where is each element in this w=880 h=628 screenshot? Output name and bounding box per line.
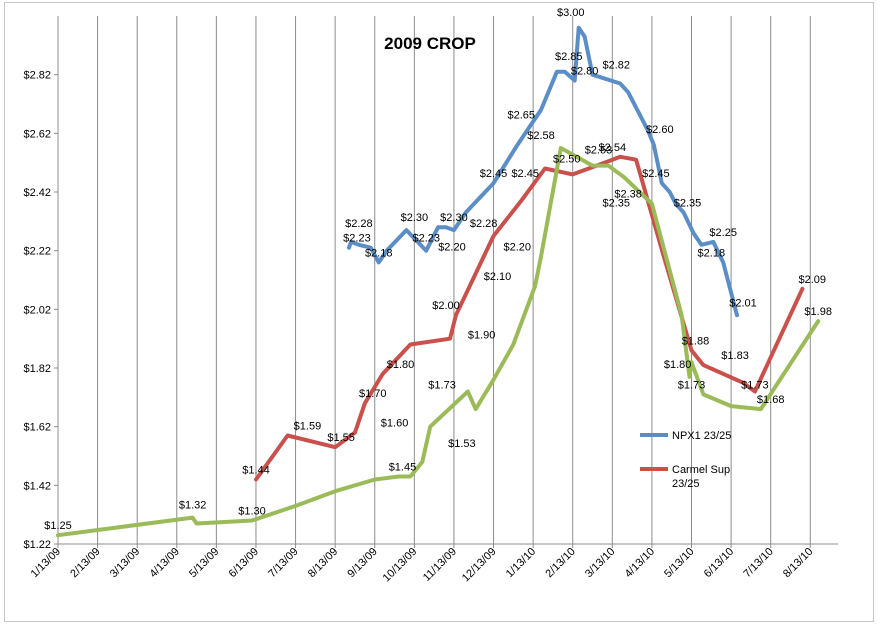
chart-title: 2009 CROP (384, 34, 476, 53)
data-label: $2.60 (646, 124, 674, 136)
data-label: $2.85 (555, 51, 583, 63)
x-tick-label: 2/13/10 (543, 546, 577, 580)
data-label: $2.45 (642, 168, 670, 180)
data-label: $2.18 (698, 247, 726, 259)
x-tick-label: 4/13/10 (623, 546, 657, 580)
y-tick-label: $2.22 (23, 246, 51, 258)
data-label: $2.30 (401, 212, 429, 224)
data-label: $1.80 (664, 359, 692, 371)
x-tick-label: 7/13/10 (741, 546, 775, 580)
x-tick-label: 11/13/09 (421, 546, 459, 584)
data-label: $2.38 (614, 189, 642, 201)
data-label: $1.80 (387, 359, 415, 371)
data-label: $2.30 (440, 212, 468, 224)
data-label: $2.45 (511, 168, 539, 180)
data-label: $1.53 (448, 438, 476, 450)
x-tick-label: 5/13/10 (662, 546, 696, 580)
x-tick-label: 3/13/10 (583, 546, 617, 580)
data-label: $1.45 (389, 462, 417, 474)
data-label: $1.98 (804, 306, 832, 318)
series-line-1 (347, 25, 739, 318)
data-label: $2.35 (603, 198, 631, 210)
data-label: $2.18 (365, 247, 393, 259)
data-label: $2.25 (709, 227, 737, 239)
x-tick-label: 9/13/09 (345, 546, 379, 580)
data-label: $1.32 (179, 500, 207, 512)
data-label: $1.59 (294, 420, 322, 432)
x-tick-label: 10/13/09 (381, 546, 420, 585)
x-tick-label: 6/13/09 (227, 546, 261, 580)
data-label: $2.58 (527, 130, 555, 142)
chart-frame (4, 2, 874, 622)
y-tick-label: $1.22 (23, 539, 51, 551)
legend-label: Carmel Sup (672, 464, 730, 476)
legend-label: NPX1 23/25 (672, 430, 731, 442)
x-tick-label: 7/13/09 (266, 546, 300, 580)
data-label: $1.73 (741, 379, 769, 391)
data-label: $1.55 (327, 432, 355, 444)
x-tick-label: 8/13/09 (306, 546, 340, 580)
data-label: $2.28 (470, 218, 498, 230)
x-tick-label: 12/13/09 (460, 546, 499, 585)
y-tick-label: $2.42 (23, 187, 51, 199)
data-label: $1.30 (238, 506, 266, 518)
data-label: $2.45 (480, 168, 508, 180)
x-tick-label: 6/13/10 (702, 546, 736, 580)
data-label: $2.53 (585, 145, 613, 157)
data-label: $2.35 (674, 198, 702, 210)
data-label: $1.70 (359, 388, 387, 400)
y-tick-label: $2.62 (23, 128, 51, 140)
data-label: $1.73 (428, 379, 456, 391)
y-tick-label: $1.62 (23, 422, 51, 434)
data-label: $1.88 (682, 335, 710, 347)
x-tick-label: 4/13/09 (147, 546, 181, 580)
data-label: $1.90 (468, 330, 496, 342)
data-label: $3.00 (557, 7, 585, 19)
y-tick-label: $1.82 (23, 363, 51, 375)
y-tick-label: $2.02 (23, 304, 51, 316)
y-tick-label: $2.82 (23, 70, 51, 82)
data-label: $1.83 (721, 350, 749, 362)
data-label: $2.01 (729, 297, 757, 309)
data-label: $2.80 (571, 66, 599, 78)
y-tick-label: $1.42 (23, 480, 51, 492)
data-label: $1.60 (381, 418, 409, 430)
data-label: $2.54 (599, 142, 627, 154)
legend-label-line2: 23/25 (672, 478, 700, 490)
x-tick-label: 1/13/10 (504, 546, 538, 580)
data-label: $1.25 (44, 520, 72, 532)
data-label: $2.82 (603, 60, 631, 72)
data-label: $2.20 (438, 242, 466, 254)
series-line-3 (56, 146, 821, 538)
data-label: $2.20 (504, 242, 532, 254)
x-tick-label: 2/13/09 (68, 546, 102, 580)
data-label: $1.73 (678, 379, 706, 391)
data-label: $2.00 (432, 300, 460, 312)
data-label: $2.23 (412, 233, 440, 245)
data-label: $2.09 (798, 274, 826, 286)
data-label: $2.10 (484, 271, 512, 283)
data-label: $2.28 (345, 218, 373, 230)
x-tick-label: 8/13/10 (781, 546, 815, 580)
data-label: $2.50 (553, 154, 581, 166)
data-label: $1.68 (757, 394, 785, 406)
x-tick-label: 3/13/09 (108, 546, 142, 580)
x-tick-label: 5/13/09 (187, 546, 221, 580)
data-label: $1.44 (242, 464, 270, 476)
data-label: $2.65 (507, 110, 535, 122)
data-label: $2.23 (343, 233, 371, 245)
series-line-2 (254, 154, 805, 482)
